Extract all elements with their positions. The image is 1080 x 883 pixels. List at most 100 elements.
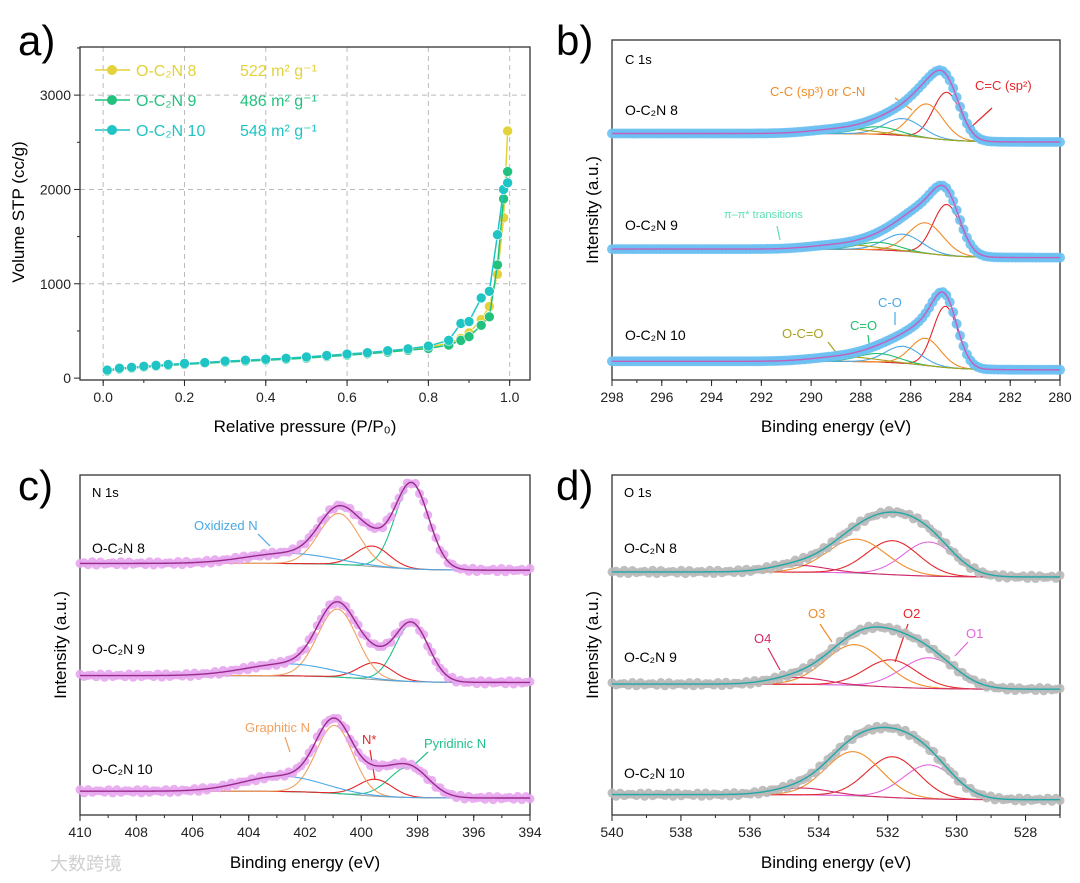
x-tick-label: 286: [899, 389, 923, 405]
x-tick-label: 528: [1014, 824, 1038, 840]
data-point: [1055, 683, 1065, 693]
x-tick-label: 0.6: [337, 389, 357, 405]
spectrum-O-C-N-9: [607, 180, 1065, 263]
data-point: [427, 775, 437, 785]
x-tick-label: 538: [669, 824, 693, 840]
data-point: [240, 354, 251, 366]
data-point: [219, 355, 231, 367]
panel-label-a: a): [18, 17, 55, 64]
annotation-o2: O2: [903, 606, 920, 621]
x-tick-label: 0.4: [256, 389, 276, 405]
data-point: [525, 564, 535, 574]
data-point: [260, 353, 272, 365]
annotation-pyridinic-n: Pyridinic N: [424, 736, 486, 751]
x-tick-label: 530: [945, 824, 969, 840]
x-tick-label: 398: [406, 824, 430, 840]
x-tick-label: 396: [462, 824, 486, 840]
y-tick-label: 3000: [40, 87, 71, 103]
annotation-c=c: C=C (sp²): [975, 78, 1032, 93]
data-point: [929, 747, 939, 757]
y-tick-label: 1000: [40, 276, 71, 292]
panel-a-legend: O-C₂N 8 522 m² g⁻¹ O-C₂N 9 486 m² g⁻¹ O-…: [95, 63, 317, 140]
data-point: [1055, 570, 1065, 580]
data-point: [150, 360, 162, 371]
data-point: [410, 478, 420, 488]
x-tick-label: 402: [293, 824, 317, 840]
data-point: [933, 530, 943, 540]
fit-envelope: [612, 626, 1061, 690]
x-tick-label: 1.0: [500, 389, 520, 405]
fit-envelope: [80, 481, 531, 571]
x-tick-label: 404: [237, 824, 261, 840]
panel-b-sample-label: O-C₂N 10: [625, 327, 686, 343]
x-tick-label: 410: [68, 824, 92, 840]
annotation-pi-pi: π–π* transitions: [724, 209, 803, 221]
panel-c-sample-label: O-C₂N 8: [92, 540, 145, 556]
legend-area: 548 m² g⁻¹: [240, 123, 317, 140]
panel-d-ylabel: Intensity (a.u.): [583, 591, 602, 699]
panel-c-sample-label: O-C₂N 9: [92, 641, 145, 657]
plot-frame: [79, 46, 531, 381]
fit-envelope: [612, 69, 1061, 143]
data-point: [492, 269, 503, 280]
data-point: [492, 229, 503, 241]
panel-a-axes: 0.0 0.2 0.4 0.6 0.8 1.0 0 1000 2000 3000: [40, 46, 531, 405]
data-point: [199, 357, 211, 368]
annotation-o4: O4: [754, 631, 771, 646]
data-point: [475, 319, 487, 331]
fit-envelope: [611, 511, 1061, 578]
data-point: [378, 523, 388, 533]
fit-envelope: [80, 717, 531, 799]
data-point: [463, 316, 475, 327]
spectrum-O-C-N-8: [75, 478, 535, 577]
data-point: [402, 343, 414, 355]
legend-item: O-C₂N 10 548 m² g⁻¹: [95, 123, 317, 140]
spectrum-O-C-N-10: [607, 287, 1065, 375]
data-point: [382, 345, 394, 357]
x-tick-label: 394: [518, 824, 542, 840]
y-tick-label: 0: [63, 370, 71, 386]
data-point: [475, 292, 487, 304]
x-tick-label: 292: [750, 389, 774, 405]
panel-a-ylabel: Volume STP (cc/g): [9, 141, 28, 282]
data-point: [949, 660, 959, 670]
panel-a-xlabel: Relative pressure (P/P₀): [214, 417, 397, 436]
panel-b-xlabel: Binding energy (eV): [761, 417, 911, 436]
legend-marker: [107, 65, 117, 75]
data-point: [101, 364, 113, 376]
plot-frame: [611, 474, 1061, 816]
panel-d-sample-label: O-C₂N 10: [624, 765, 685, 781]
x-tick-label: 536: [738, 824, 762, 840]
data-point: [341, 348, 353, 360]
fit-envelope: [612, 291, 1061, 371]
data-point: [138, 361, 150, 372]
annotation-n-star: N*: [362, 732, 376, 747]
x-tick-label: 290: [799, 389, 823, 405]
annotation-c-c: C-C (sp³) or C-N: [770, 84, 865, 99]
data-point: [423, 340, 434, 352]
spectrum-O-C-N-10: [607, 721, 1065, 806]
data-point: [484, 286, 495, 297]
annotation-o1: O1: [966, 626, 983, 641]
data-point: [498, 193, 509, 205]
data-point: [353, 510, 363, 520]
data-point: [484, 301, 495, 312]
data-point: [162, 359, 174, 370]
data-point: [321, 350, 333, 361]
x-tick-label: 282: [999, 389, 1023, 405]
plot-frame: [79, 474, 531, 816]
watermark: 大数跨境: [50, 854, 122, 874]
spectrum-O-C-N-8: [607, 505, 1065, 584]
data-point: [410, 618, 420, 628]
data-point: [463, 331, 475, 342]
panel-c-xlabel: Binding energy (eV): [230, 853, 380, 872]
spectrum-O-C-N-9: [607, 621, 1065, 696]
panel-c-ylabel: Intensity (a.u.): [51, 591, 70, 699]
x-tick-label: 400: [350, 824, 374, 840]
annotation-o-c=o: O-C=O: [782, 326, 824, 341]
x-tick-label: 408: [125, 824, 149, 840]
data-point: [1055, 796, 1065, 806]
data-point: [811, 768, 821, 778]
legend-item: O-C₂N 8 522 m² g⁻¹: [95, 63, 317, 80]
